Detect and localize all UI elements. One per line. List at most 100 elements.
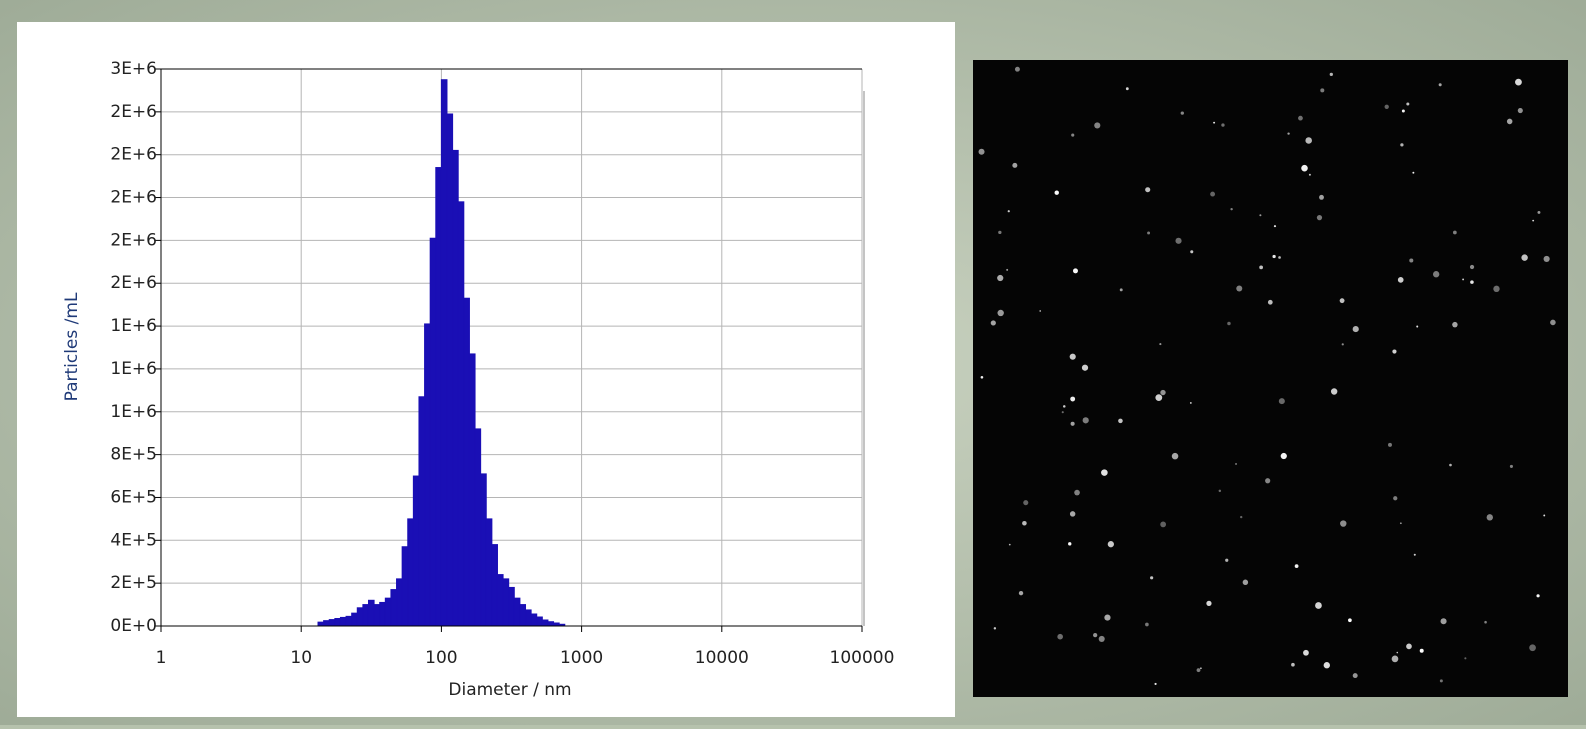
y-tick-label: 0E+0 [110, 616, 157, 636]
particle-spot [990, 320, 996, 326]
particle-spot [1486, 514, 1493, 521]
particle-spot [1452, 321, 1458, 328]
particle-spot [1196, 668, 1201, 673]
particle-spot [1101, 469, 1108, 476]
histogram-bar [519, 604, 527, 626]
particle-spot [1104, 614, 1111, 621]
particle-spot [1098, 635, 1105, 642]
particle-spot [1160, 521, 1167, 528]
histogram-bar [379, 601, 386, 626]
y-tick-label: 6E+5 [110, 487, 157, 507]
particle-spot [1150, 576, 1154, 580]
particle-spot [1008, 543, 1011, 546]
particle-spot [1397, 277, 1404, 283]
particle-spot [1543, 514, 1546, 517]
particle-spot [1007, 210, 1010, 213]
particle-spot [1543, 255, 1550, 262]
particle-spot [1147, 231, 1151, 235]
particle-spot [1406, 102, 1410, 106]
histogram-bar [362, 604, 369, 626]
particle-spot [1230, 207, 1233, 211]
particle-spot [1154, 682, 1157, 686]
histogram-bar [525, 609, 532, 626]
x-axis-label: Diameter / nm [448, 680, 571, 700]
particle-spot [1316, 215, 1323, 221]
particle-spot [1308, 173, 1311, 176]
histogram-bar [328, 619, 336, 626]
particle-spot [1061, 411, 1064, 414]
histogram-bar [323, 620, 330, 626]
histogram-bar [367, 599, 375, 626]
x-tick-label: 10000 [695, 648, 749, 668]
particle-spot [1210, 191, 1216, 197]
particle-spot [980, 375, 984, 379]
particle-spot [1517, 108, 1523, 114]
histogram-bar [401, 546, 409, 626]
particle-spot [1416, 325, 1419, 328]
histogram-bar [553, 622, 560, 626]
particle-spot [1159, 343, 1162, 346]
y-tick-label: 8E+5 [110, 445, 157, 465]
particle-spot [1323, 662, 1330, 669]
particle-spot [1388, 442, 1392, 447]
particle-spot [1160, 389, 1166, 396]
particle-spot [1439, 679, 1443, 683]
particle-spot [1348, 618, 1352, 623]
particle-spot [1259, 265, 1263, 270]
particle-spot [1107, 541, 1114, 548]
particle-spot [1412, 171, 1415, 174]
particle-spot [1221, 123, 1225, 127]
particle-spot [1341, 343, 1344, 346]
particle-spot [1069, 511, 1076, 517]
histogram-bar [446, 113, 454, 626]
particle-spot [1413, 553, 1416, 556]
particle-spot [1419, 648, 1424, 653]
histogram-bar [396, 578, 403, 626]
particle-spot [1093, 633, 1098, 638]
y-tick-label: 2E+5 [110, 573, 157, 593]
particle-spot [1440, 618, 1447, 625]
particle-spot [1155, 394, 1163, 402]
particle-spot [1171, 452, 1179, 460]
histogram-bar [536, 616, 543, 626]
particle-spot [1180, 111, 1184, 115]
particle-spot [1242, 579, 1249, 586]
histogram-bar [491, 544, 498, 626]
particle-spot [1023, 500, 1029, 506]
particle-spot [1352, 673, 1358, 679]
histogram-bar [530, 613, 538, 626]
y-tick-label: 2E+6 [110, 230, 157, 250]
particle-spot [1227, 321, 1231, 326]
histogram-bar [463, 297, 470, 626]
particle-spot [1301, 164, 1308, 172]
particle-spot [1057, 633, 1063, 640]
particle-spot [1280, 452, 1287, 460]
particle-spot [1018, 590, 1024, 596]
histogram-bar [468, 353, 476, 626]
particle-spot [1094, 122, 1101, 129]
particle-spot [1225, 558, 1229, 562]
particle-spot [1273, 225, 1277, 228]
particle-spot [1399, 522, 1402, 525]
histogram-bar [457, 201, 465, 626]
particle-spot [1070, 396, 1076, 402]
particle-spot [1352, 326, 1359, 333]
particle-spot [1189, 402, 1192, 404]
particle-spot [978, 148, 985, 155]
particle-spot [1175, 237, 1182, 244]
particle-spot [1319, 194, 1324, 200]
particle-spot [1240, 515, 1243, 519]
particle-spot [1393, 496, 1398, 501]
histogram-bar [351, 612, 358, 626]
particle-spot [1401, 109, 1405, 113]
particle-spot [1012, 162, 1018, 168]
particle-spot [1396, 651, 1399, 654]
y-axis-label: Particles /mL [62, 292, 82, 401]
particle-spot [1339, 298, 1345, 304]
particle-spot [1315, 602, 1322, 609]
histogram-bar [345, 615, 353, 626]
histogram-bar [485, 518, 493, 626]
particle-spot [1287, 132, 1290, 135]
